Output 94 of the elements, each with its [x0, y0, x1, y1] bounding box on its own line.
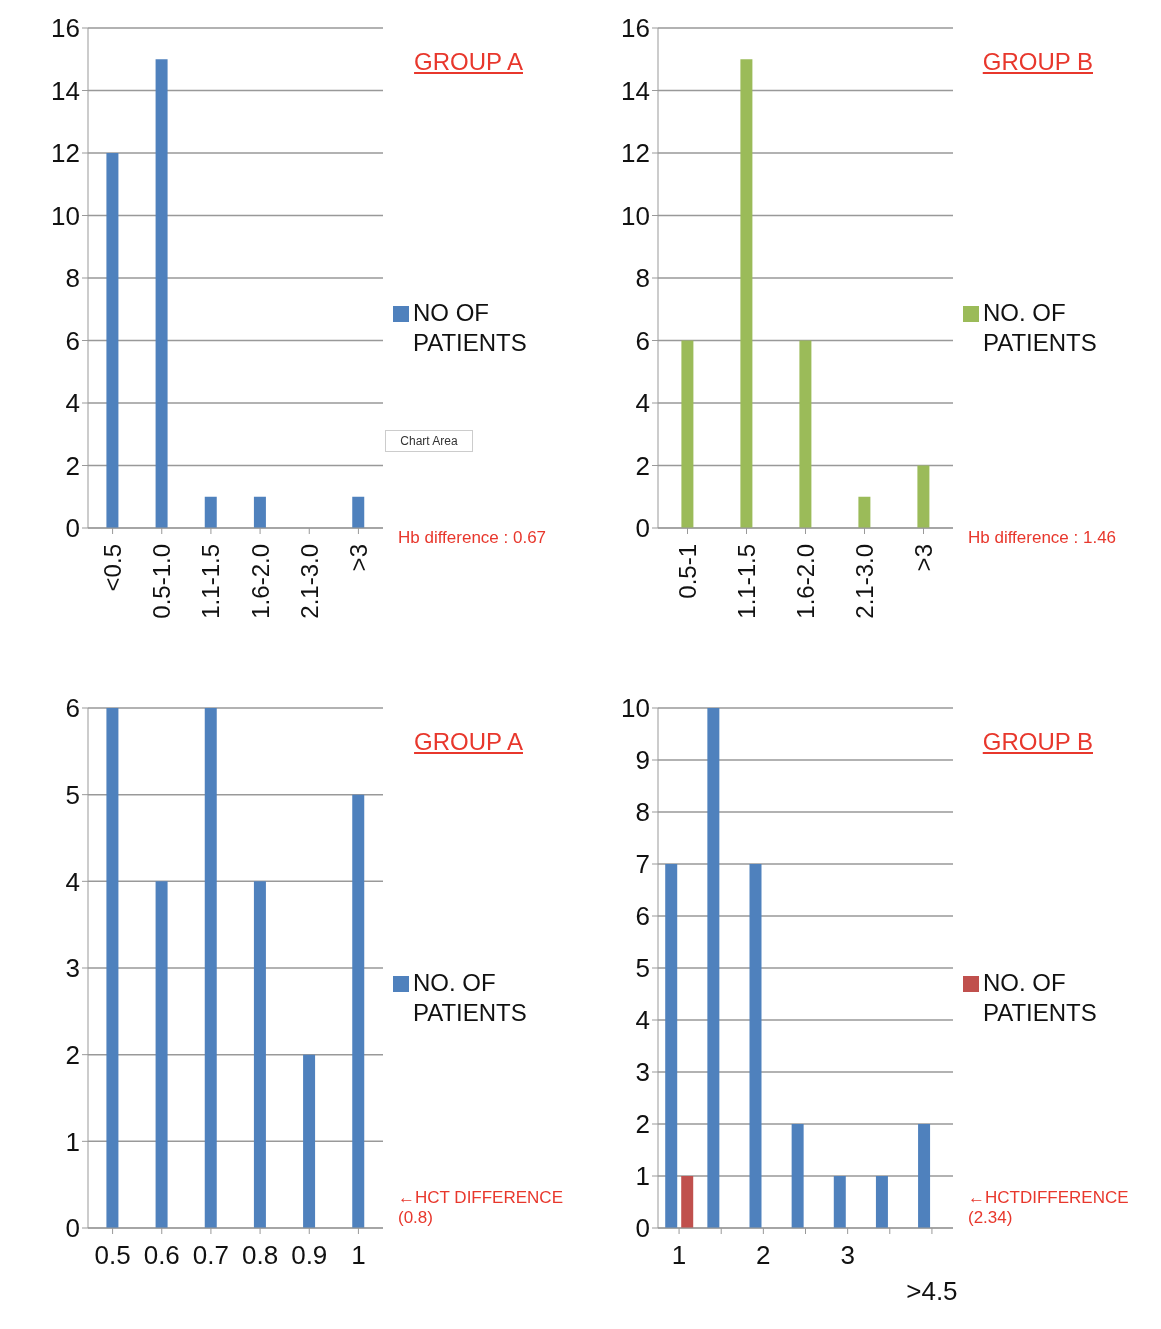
y-tick-label: 7 [635, 849, 650, 880]
y-tick-label: 9 [635, 745, 650, 776]
bar [799, 340, 812, 528]
x-tick-label: 1.1-1.5 [733, 544, 760, 619]
y-tick-label: 4 [65, 866, 80, 897]
text: Hb difference : 0.67 [398, 528, 573, 548]
legend-label: NO OF PATIENTS [413, 298, 528, 358]
x-tick-label: 1.1-1.5 [197, 544, 225, 619]
x-tick-label: 2.1-3.0 [851, 544, 878, 619]
x-tick-label: 1 [351, 1240, 366, 1270]
bar [858, 496, 871, 528]
x-tick-label: 0.8 [242, 1240, 279, 1270]
x-tick-label: 1.6-2.0 [792, 544, 819, 619]
x-tick-label: 0.5-1.0 [148, 544, 176, 619]
bar [707, 708, 720, 1228]
x-tick-label: 3 [840, 1240, 855, 1270]
y-tick-label: 0 [635, 513, 650, 544]
bar [791, 1124, 804, 1228]
bar [253, 881, 266, 1228]
y-tick-label: 2 [65, 450, 80, 481]
x-tick-label: 1.6-2.0 [246, 544, 274, 619]
y-tick-label: 10 [621, 693, 650, 724]
y-tick-label: 0 [635, 1213, 650, 1244]
legend-label: NO. OF PATIENTS [983, 298, 1098, 358]
x-tick-label: >4.5 [906, 1276, 958, 1306]
y-tick-label: 8 [635, 797, 650, 828]
text: GROUP B [982, 728, 1093, 756]
bar [303, 1054, 316, 1228]
bar [918, 1124, 931, 1228]
x-tick-label: 0.7 [192, 1240, 229, 1270]
y-tick-label: 6 [65, 693, 80, 724]
x-tick-label: 0.6 [143, 1240, 180, 1270]
x-tick-label: 0.9 [291, 1240, 328, 1270]
text: ←HCTDIFFERENCE (2.34) [968, 1188, 1143, 1228]
y-tick-label: 1 [635, 1161, 650, 1192]
text: ←HCT DIFFERENCE (0.8) [398, 1188, 573, 1228]
bar [833, 1176, 846, 1228]
x-tick-label: >3 [910, 544, 937, 572]
y-tick-label: 10 [621, 200, 650, 231]
bar [253, 496, 266, 528]
y-tick-label: 6 [635, 325, 650, 356]
x-tick-label: 2 [756, 1240, 771, 1270]
y-tick-label: 1 [65, 1126, 80, 1157]
y-tick-label: 8 [65, 263, 80, 294]
y-tick-label: 6 [65, 325, 80, 356]
y-tick-label: 14 [621, 75, 650, 106]
x-tick-label: >3 [344, 544, 372, 572]
bar [155, 59, 168, 528]
bar [917, 465, 930, 528]
legend-label: NO. OF PATIENTS [983, 968, 1098, 1028]
text: GROUP A [414, 48, 523, 76]
y-tick-label: 5 [65, 779, 80, 810]
x-tick-label: 0.5 [94, 1240, 131, 1270]
text: Hb difference : 1.46 [968, 528, 1143, 548]
bar [106, 708, 119, 1228]
bar [204, 708, 217, 1228]
x-tick-label: 1 [671, 1240, 687, 1270]
y-tick-label: 12 [621, 138, 650, 169]
text: GROUP A [414, 728, 523, 756]
y-tick-label: 3 [65, 953, 80, 984]
y-tick-label: 2 [635, 450, 650, 481]
bar [106, 153, 119, 528]
y-tick-label: 8 [635, 263, 650, 294]
y-tick-label: 6 [635, 901, 650, 932]
x-tick-label: 2.1-3.0 [295, 544, 323, 619]
text: GROUP B [982, 48, 1093, 76]
y-tick-label: 10 [51, 200, 80, 231]
y-tick-label: 14 [51, 75, 80, 106]
bar [740, 59, 753, 528]
y-tick-label: 16 [621, 13, 650, 44]
bar [155, 881, 168, 1228]
bar [352, 794, 365, 1228]
bar [875, 1176, 888, 1228]
y-tick-label: 5 [635, 953, 650, 984]
bar [749, 864, 762, 1228]
y-tick-label: 3 [635, 1057, 650, 1088]
y-tick-label: 4 [635, 1005, 650, 1036]
y-tick-label: 0 [65, 513, 80, 544]
bar [204, 496, 217, 528]
y-tick-label: 0 [65, 1213, 80, 1244]
y-tick-label: 16 [51, 13, 80, 44]
y-tick-label: 2 [635, 1109, 650, 1140]
y-tick-label: 4 [635, 388, 650, 419]
y-tick-label: 2 [65, 1039, 80, 1070]
x-tick-label: 0.5-1 [674, 544, 701, 599]
text: Chart Area [385, 430, 473, 453]
bar [681, 1176, 694, 1228]
y-tick-label: 12 [51, 138, 80, 169]
bar [665, 864, 678, 1228]
legend-label: NO. OF PATIENTS [413, 968, 528, 1028]
y-tick-label: 4 [65, 388, 80, 419]
x-tick-label: <0.5 [99, 544, 127, 592]
bar [352, 496, 365, 528]
bar [681, 340, 694, 528]
